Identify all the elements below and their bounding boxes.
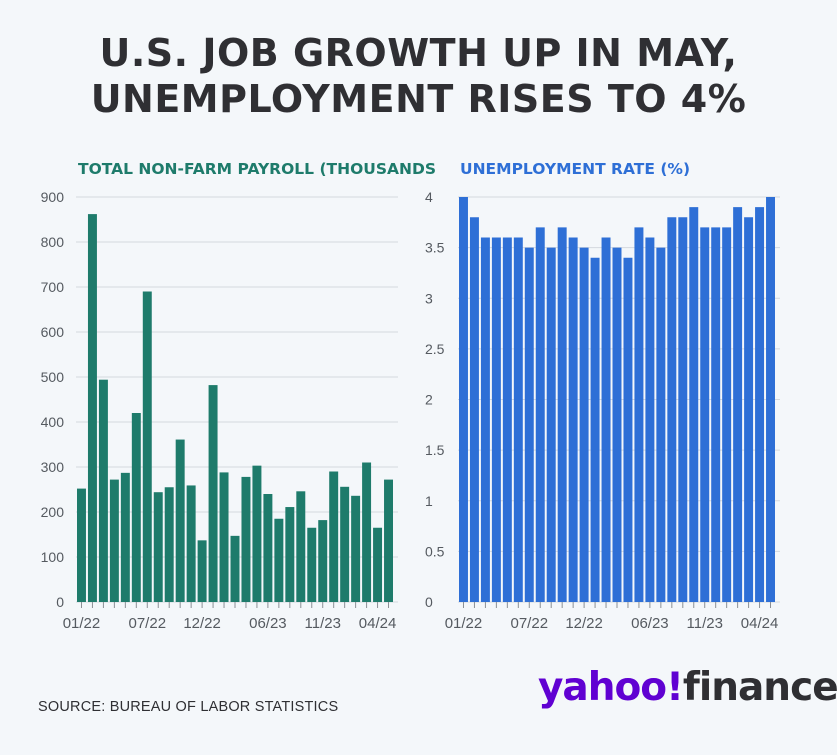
unemployment-bar (623, 257, 633, 602)
logo-finance: finance (682, 665, 837, 710)
yahoo-finance-logo: yahoo!finance (538, 668, 837, 707)
unemployment-y-tick-label: 3.5 (425, 240, 445, 256)
payroll-bar (362, 462, 372, 602)
unemployment-bar (590, 257, 600, 602)
unemployment-x-tick-label: 06/23 (631, 615, 669, 632)
payroll-bar (98, 379, 108, 602)
unemployment-bar (711, 227, 721, 602)
payroll-bar (252, 465, 262, 602)
unemployment-x-tick-label: 12/22 (565, 615, 603, 632)
unemployment-bar (755, 207, 765, 602)
unemployment-x-tick-label: 11/23 (687, 615, 723, 632)
payroll-y-tick-label: 400 (41, 414, 65, 430)
payroll-bar (77, 488, 86, 602)
unemployment-bar (678, 217, 688, 602)
payroll-y-tick-label: 900 (41, 189, 65, 205)
unemployment-bar (568, 237, 578, 602)
payroll-x-tick-label: 06/23 (249, 615, 287, 632)
payroll-bar (296, 491, 306, 602)
unemployment-y-tick-label: 3 (425, 290, 433, 306)
payroll-bar (285, 507, 295, 602)
payroll-bar (186, 485, 196, 602)
payroll-bar (263, 494, 273, 602)
payroll-x-tick-label: 07/22 (129, 615, 167, 632)
unemployment-x-tick-label: 01/22 (445, 615, 483, 632)
payroll-bar (87, 214, 97, 602)
unemployment-bar (634, 227, 644, 602)
payroll-y-tick-label: 0 (56, 594, 64, 610)
payroll-y-tick-label: 700 (41, 279, 65, 295)
payroll-x-tick-label: 11/23 (305, 615, 341, 632)
payroll-bar (241, 476, 251, 602)
payroll-bar (340, 486, 350, 602)
unemployment-bar (700, 227, 710, 602)
payroll-bar (208, 385, 218, 602)
unemployment-bar (579, 247, 589, 602)
payroll-y-tick-label: 500 (41, 369, 65, 385)
unemployment-bar (722, 227, 732, 602)
payroll-bar (109, 479, 119, 602)
unemployment-y-tick-label: 2 (425, 392, 433, 408)
payroll-bar (274, 518, 284, 602)
unemployment-bar (733, 207, 743, 602)
unemployment-bar (546, 247, 556, 602)
payroll-bar (351, 495, 361, 602)
payroll-bar (197, 540, 207, 602)
headline: U.S. JOB GROWTH UP IN MAY, UNEMPLOYMENT … (0, 30, 837, 122)
unemployment-bar (513, 237, 523, 602)
unemployment-bar (744, 217, 754, 602)
logo-yahoo: yahoo! (538, 665, 684, 710)
unemployment-y-tick-label: 0 (425, 594, 433, 610)
unemployment-bar (667, 217, 677, 602)
payroll-y-tick-label: 800 (41, 234, 65, 250)
payroll-bar (329, 471, 339, 602)
unemployment-y-tick-label: 1 (425, 493, 433, 509)
payroll-y-tick-label: 600 (41, 324, 65, 340)
unemployment-bar (766, 197, 775, 602)
unemployment-y-tick-label: 4 (425, 189, 433, 205)
unemployment-bar (656, 247, 666, 602)
payroll-bar (318, 520, 328, 602)
unemployment-y-tick-label: 2.5 (425, 341, 445, 357)
unemployment-bar (601, 237, 611, 602)
unemployment-bar (480, 237, 490, 602)
payroll-bar (153, 492, 163, 602)
unemployment-bar (459, 197, 468, 602)
source-note: SOURCE: BUREAU OF LABOR STATISTICS (38, 699, 339, 715)
payroll-bar (120, 472, 130, 602)
payroll-y-tick-label: 100 (41, 549, 65, 565)
headline-line-2: UNEMPLOYMENT RISES TO 4% (90, 77, 747, 121)
payroll-y-tick-label: 200 (41, 504, 65, 520)
payroll-bar (384, 479, 393, 602)
payroll-bar (142, 291, 152, 602)
payroll-chart-title: TOTAL NON-FARM PAYROLL (THOUSANDS (78, 160, 436, 178)
payroll-x-tick-label: 04/24 (359, 615, 397, 632)
payroll-bar (230, 535, 240, 602)
payroll-bar (131, 413, 141, 602)
unemployment-bar (524, 247, 534, 602)
unemployment-x-tick-label: 07/22 (511, 615, 549, 632)
unemployment-bar (502, 237, 512, 602)
unemployment-chart-title: UNEMPLOYMENT RATE (%) (460, 160, 691, 178)
unemployment-bar (535, 227, 545, 602)
payroll-x-tick-label: 12/22 (183, 615, 221, 632)
payroll-y-tick-label: 300 (41, 459, 65, 475)
unemployment-bar (689, 207, 699, 602)
unemployment-x-tick-label: 04/24 (741, 615, 779, 632)
payroll-bar (175, 439, 185, 602)
payroll-x-tick-label: 01/22 (63, 615, 101, 632)
headline-line-1: U.S. JOB GROWTH UP IN MAY, (99, 31, 738, 75)
unemployment-y-tick-label: 1.5 (425, 442, 445, 458)
unemployment-bar (645, 237, 655, 602)
unemployment-bar (557, 227, 567, 602)
payroll-bar (307, 527, 317, 602)
payroll-bar (219, 472, 229, 602)
unemployment-y-tick-label: 0.5 (425, 543, 445, 559)
payroll-bar (164, 487, 174, 602)
unemployment-bar (612, 247, 622, 602)
payroll-bar (373, 527, 383, 602)
unemployment-bar (491, 237, 501, 602)
unemployment-bar (469, 217, 479, 602)
